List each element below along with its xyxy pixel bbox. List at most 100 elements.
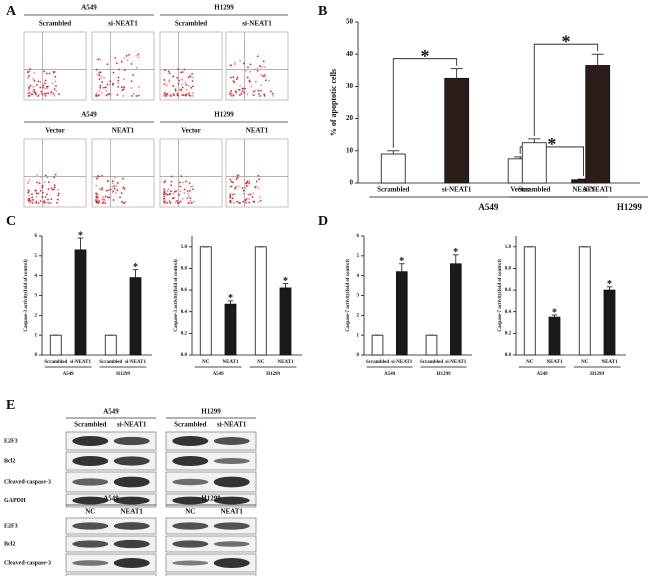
dot (254, 80, 257, 83)
dot (44, 79, 47, 82)
dot (229, 196, 232, 199)
dot (27, 181, 29, 184)
dot (252, 94, 255, 96)
dot (122, 95, 125, 97)
dot (96, 177, 99, 180)
dot (98, 71, 101, 74)
dot (176, 93, 179, 95)
dot (253, 201, 256, 203)
dot (234, 90, 237, 92)
dot (44, 92, 46, 95)
dot (39, 80, 42, 83)
y-tick-label: 0 (350, 179, 354, 187)
dot (183, 191, 186, 194)
dot (180, 175, 183, 178)
dot (100, 75, 103, 78)
blot-band (72, 456, 109, 466)
dot (37, 202, 40, 204)
y-axis-label: % of apoptotic cells (329, 69, 338, 136)
dot (164, 180, 167, 183)
dot (135, 95, 138, 97)
dot (34, 189, 37, 192)
dot (52, 188, 55, 191)
significance-star: * (399, 256, 404, 267)
dot (116, 189, 119, 192)
dot (244, 199, 247, 202)
x-tick-label: si-NEAT1 (445, 360, 467, 365)
dot (108, 196, 111, 199)
row-label: Cleaved-caspase-3 (4, 560, 51, 566)
dot (257, 174, 260, 177)
dot (233, 81, 236, 84)
group-label: H1299 (116, 372, 130, 377)
blot-band (172, 456, 209, 466)
group-title: A549 (103, 495, 119, 503)
dot (185, 88, 188, 91)
blot-band (72, 478, 109, 486)
x-tick-label: NEAT1 (222, 360, 239, 365)
dot (166, 193, 169, 196)
significance-bracket (392, 58, 458, 148)
dot (236, 176, 239, 179)
dot (168, 79, 171, 82)
dot (188, 201, 190, 204)
y-tick-label: 5 (35, 254, 38, 259)
dot (43, 181, 46, 184)
significance-star: * (283, 276, 288, 287)
dot (179, 185, 182, 188)
dot (186, 197, 189, 200)
dot (117, 82, 120, 84)
dot (35, 192, 38, 195)
dot (178, 181, 181, 184)
dot (95, 192, 98, 195)
dot (101, 187, 104, 189)
dot (243, 91, 246, 94)
dot (245, 201, 248, 204)
dot (95, 200, 97, 203)
dot (176, 199, 179, 202)
dot (256, 69, 259, 72)
dot (96, 193, 99, 196)
group-label: A549 (213, 372, 225, 377)
dot (163, 191, 166, 194)
dot (184, 81, 187, 84)
dot (99, 58, 102, 61)
dot (109, 83, 112, 86)
dot (183, 68, 186, 71)
dot (174, 201, 177, 204)
dot (170, 175, 173, 178)
dot (166, 201, 169, 204)
dot (41, 196, 44, 198)
dot (181, 71, 184, 73)
group-label: H1299 (617, 202, 643, 212)
blot-band (113, 436, 150, 446)
dot (262, 60, 265, 63)
dot (106, 93, 109, 96)
y-tick-label: 1.0 (181, 245, 188, 250)
dot (116, 182, 119, 184)
dot (236, 174, 239, 177)
dot (187, 93, 190, 96)
dot (232, 181, 234, 184)
group-title: A549 (103, 408, 119, 416)
dot (260, 66, 263, 68)
significance-star: * (607, 279, 612, 290)
bar (603, 289, 616, 356)
dot (47, 198, 49, 201)
dot (263, 76, 266, 78)
bar (74, 249, 87, 356)
x-tick-label: NC (581, 360, 589, 365)
dot (98, 89, 101, 92)
dot (114, 176, 117, 179)
dot (112, 71, 115, 74)
panel-letter: D (318, 214, 328, 229)
dot (29, 68, 32, 70)
bar (104, 334, 117, 356)
dot (105, 189, 108, 192)
dot (243, 62, 245, 65)
y-tick-label: 1.0 (505, 245, 512, 250)
dot (34, 92, 37, 94)
dot (230, 185, 233, 188)
x-tick-label: Scrambled (44, 360, 67, 365)
dot (27, 92, 29, 95)
